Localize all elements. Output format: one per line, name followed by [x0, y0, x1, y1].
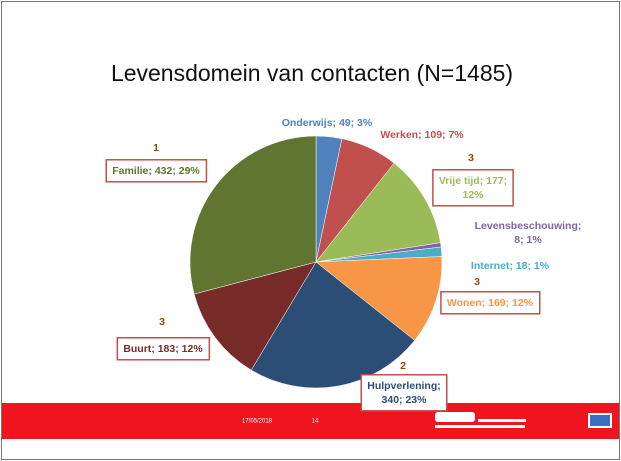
data-label: Werken; 109; 7%: [380, 129, 464, 141]
pie-slice: [315, 256, 443, 341]
label-box: [440, 291, 541, 315]
label-box: [360, 374, 448, 412]
label-box: [116, 337, 211, 361]
data-label: Vrije tijd; 177; 12%: [439, 175, 507, 201]
data-label: Buurt; 183; 12%: [123, 343, 203, 355]
pie-slice: [250, 261, 415, 389]
footer-page: 14: [312, 419, 319, 425]
label-box: [105, 159, 208, 183]
pie-slice: [193, 261, 317, 371]
data-label: Internet; 18; 1%: [471, 260, 550, 272]
footer-bar: [2, 403, 619, 439]
data-label: Levensbeschouwing; 8; 1%: [475, 220, 582, 246]
footer-date: 17/05/2018: [242, 419, 273, 425]
data-label: Wonen; 169; 12%: [447, 297, 534, 309]
rank-label: 1: [153, 142, 159, 154]
data-label: Familie; 432; 29%: [112, 165, 200, 177]
rank-label: 2: [400, 360, 406, 372]
rank-label: 3: [468, 152, 474, 164]
rank-label: 3: [474, 276, 480, 288]
pie-slice: [315, 162, 441, 263]
pie-slice: [189, 135, 317, 295]
data-label: Onderwijs; 49; 3%: [282, 117, 373, 129]
label-box: [432, 169, 514, 207]
chart-title: Levensdomein van contacten (N=1485): [111, 60, 513, 86]
rank-label: 3: [159, 316, 165, 328]
logo: [435, 412, 612, 428]
data-label: Hulpverlening; 340; 23%: [367, 380, 441, 406]
